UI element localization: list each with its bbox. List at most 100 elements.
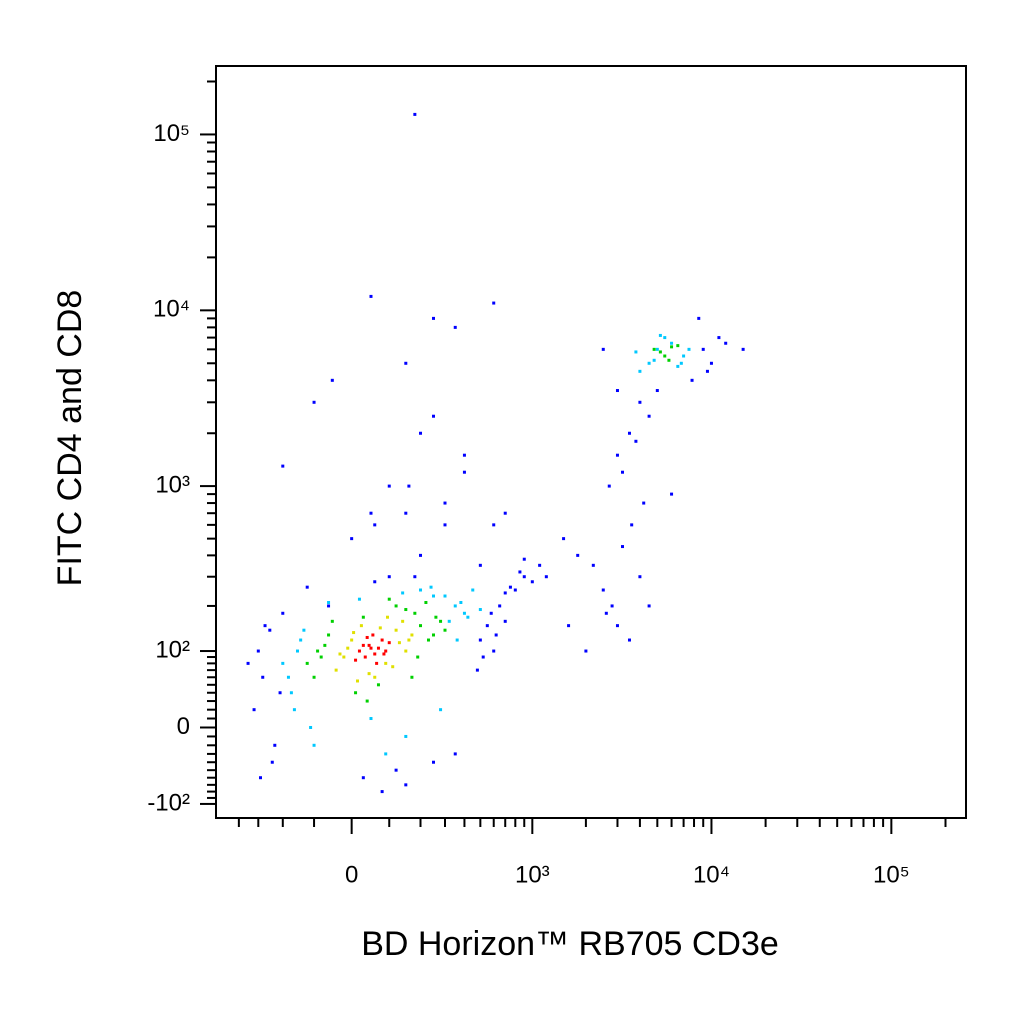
event-dot: [432, 594, 436, 598]
event-dot: [259, 776, 263, 780]
event-dot: [357, 649, 361, 653]
event-dot: [655, 347, 659, 351]
event-dot: [690, 378, 694, 382]
event-dot: [492, 523, 496, 527]
event-dot: [492, 301, 496, 305]
event-dot: [404, 608, 408, 612]
event-dot: [252, 708, 256, 712]
event-dot: [350, 638, 354, 642]
event-dot: [462, 470, 466, 474]
event-dot: [443, 628, 447, 632]
event-dot: [312, 675, 316, 679]
event-dot: [369, 294, 373, 298]
event-dot: [741, 347, 745, 351]
event-dot: [466, 615, 470, 619]
event-dot: [663, 336, 667, 340]
event-dot: [615, 453, 619, 457]
event-dot: [327, 633, 331, 637]
event-dot: [375, 661, 379, 665]
event-dot: [357, 597, 361, 601]
event-dot: [676, 364, 680, 368]
event-dot: [407, 638, 411, 642]
event-dot: [263, 624, 267, 628]
event-dot: [513, 588, 517, 592]
event-dot: [295, 649, 299, 653]
event-dot: [478, 638, 482, 642]
event-dot: [717, 336, 721, 340]
event-dot: [416, 655, 420, 659]
event-dot: [610, 604, 614, 608]
event-dot: [658, 333, 662, 337]
event-dot: [503, 591, 507, 595]
event-dot: [387, 575, 391, 579]
event-dot: [667, 358, 671, 362]
event-dot: [346, 646, 350, 650]
event-dot: [443, 523, 447, 527]
event-dot: [387, 597, 391, 601]
event-dot: [367, 672, 371, 676]
event-dot: [419, 624, 423, 628]
event-dot: [503, 511, 507, 515]
plot-frame: [215, 65, 967, 819]
event-dot: [443, 501, 447, 505]
event-dot: [697, 316, 701, 320]
y-tick-label: -10²: [147, 789, 190, 816]
event-dot: [256, 649, 260, 653]
event-dot: [424, 600, 428, 604]
event-dot: [604, 611, 608, 615]
event-dot: [365, 699, 369, 703]
event-dot: [299, 638, 303, 642]
event-dot: [371, 633, 375, 637]
event-dot: [268, 628, 272, 632]
event-dot: [453, 604, 457, 608]
y-tick-label: 10⁵: [153, 120, 190, 147]
event-dot: [471, 588, 475, 592]
event-dot: [432, 760, 436, 764]
event-dot: [380, 638, 384, 642]
event-dot: [567, 624, 571, 628]
event-dot: [538, 563, 542, 567]
event-dot: [522, 557, 526, 561]
event-dot: [601, 347, 605, 351]
event-dot: [380, 790, 384, 794]
event-dot: [419, 553, 423, 557]
event-dot: [342, 655, 346, 659]
event-dot: [498, 604, 502, 608]
event-dot: [394, 628, 398, 632]
event-dot: [302, 628, 306, 632]
event-dot: [647, 604, 651, 608]
y-tick-label: 10²: [155, 636, 190, 663]
event-dot: [655, 389, 659, 393]
event-dot: [363, 655, 367, 659]
event-dot: [378, 626, 382, 630]
x-axis-title: BD Horizon™ RB705 CD3e: [361, 925, 779, 963]
event-dot: [652, 347, 656, 351]
event-dot: [615, 624, 619, 628]
event-dot: [356, 679, 360, 683]
event-dot: [323, 643, 327, 647]
event-dot: [481, 655, 485, 659]
event-dot: [309, 725, 313, 729]
x-tick-label: 10⁴: [693, 861, 730, 888]
event-dot: [607, 484, 611, 488]
event-dot: [338, 652, 342, 656]
event-dot: [404, 361, 408, 365]
event-dot: [670, 341, 674, 345]
event-dot: [615, 389, 619, 393]
event-dot: [478, 563, 482, 567]
event-dot: [273, 743, 277, 747]
event-dot: [419, 588, 423, 592]
event-dot: [453, 752, 457, 756]
event-dot: [327, 604, 331, 608]
event-dot: [475, 668, 479, 672]
event-dot: [281, 464, 285, 468]
event-dot: [404, 734, 408, 738]
event-dot: [647, 414, 651, 418]
event-dot: [281, 611, 285, 615]
x-tick-label: 10⁵: [873, 861, 910, 888]
event-dot: [410, 675, 414, 679]
event-dot: [494, 633, 498, 637]
event-dot: [485, 624, 489, 628]
event-dot: [447, 619, 451, 623]
